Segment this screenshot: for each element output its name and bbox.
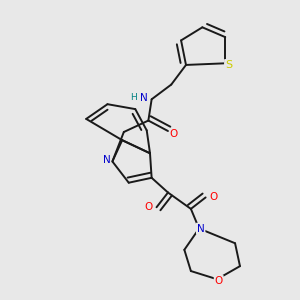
Text: O: O — [210, 192, 218, 203]
Text: O: O — [170, 129, 178, 139]
Text: H: H — [130, 93, 137, 102]
Text: S: S — [225, 60, 232, 70]
Text: O: O — [144, 202, 152, 212]
Text: O: O — [214, 276, 223, 286]
Text: N: N — [103, 155, 110, 165]
Text: N: N — [197, 224, 205, 233]
Text: N: N — [140, 93, 147, 103]
